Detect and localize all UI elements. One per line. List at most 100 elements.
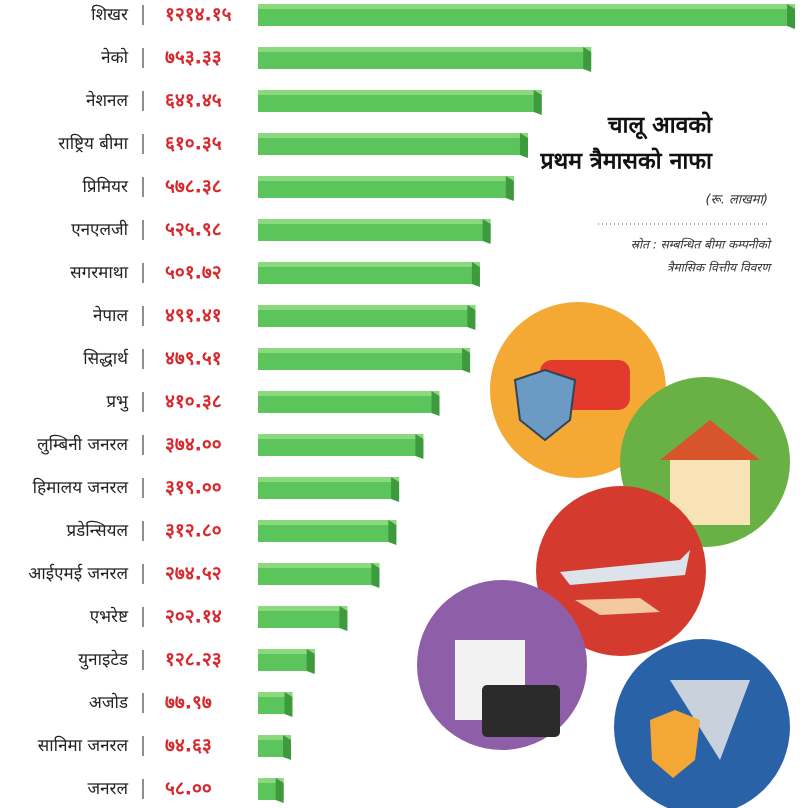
bar-top bbox=[258, 176, 514, 181]
tornado-icon bbox=[670, 680, 750, 760]
bar-end bbox=[482, 219, 491, 244]
subtitle: (रू. लाखमा) bbox=[706, 193, 768, 208]
value-label: ६४१.४५ bbox=[165, 90, 222, 112]
plane-icon bbox=[560, 550, 690, 585]
bar-top bbox=[258, 735, 292, 740]
bar-end bbox=[284, 692, 293, 717]
bar bbox=[258, 563, 380, 585]
bar bbox=[258, 348, 471, 370]
value-label: ७५३.३३ bbox=[165, 47, 222, 69]
bar bbox=[258, 649, 315, 671]
bar-end bbox=[388, 520, 397, 545]
bar bbox=[258, 4, 795, 26]
source-line: त्रैमासिक वित्तीय विवरण bbox=[667, 261, 772, 275]
bar-top bbox=[258, 649, 315, 654]
category-label: लुम्बिनी जनरल bbox=[37, 434, 128, 455]
bar-top bbox=[258, 391, 440, 396]
category-label: प्रडेन्सियल bbox=[66, 520, 128, 541]
category-label: हिमालय जनरल bbox=[33, 477, 129, 498]
category-label: एभरेष्ट bbox=[90, 606, 129, 627]
category-label: जनरल bbox=[87, 779, 128, 799]
bar bbox=[258, 434, 424, 456]
illustrations bbox=[417, 302, 790, 808]
value-label: १२८.२३ bbox=[165, 649, 222, 671]
bar bbox=[258, 735, 292, 757]
bar bbox=[258, 606, 348, 628]
value-label: ५७८.३८ bbox=[165, 176, 222, 198]
bar-end bbox=[467, 305, 476, 330]
bar bbox=[258, 477, 400, 499]
value-label: १२१४.१५ bbox=[165, 4, 232, 26]
category-label: अजोड bbox=[89, 692, 129, 713]
bar-top bbox=[258, 520, 397, 525]
category-label: युनाइटेड bbox=[78, 649, 129, 670]
bar-end bbox=[471, 262, 480, 287]
bar-top bbox=[258, 434, 424, 439]
category-label: राष्ट्रिय बीमा bbox=[58, 133, 128, 154]
value-label: ३१२.८० bbox=[165, 520, 222, 542]
value-label: ७७.९७ bbox=[165, 692, 212, 714]
bar bbox=[258, 692, 293, 714]
value-label: ४७९.५१ bbox=[165, 348, 222, 370]
bar-top bbox=[258, 219, 491, 224]
value-label: ५८.०० bbox=[165, 778, 212, 800]
bar-end bbox=[431, 391, 440, 416]
bars bbox=[258, 4, 795, 803]
category-label: सगरमाथा bbox=[70, 263, 128, 283]
category-label: सानिमा जनरल bbox=[38, 735, 129, 756]
bar bbox=[258, 90, 542, 112]
value-label: ३१९.०० bbox=[165, 477, 222, 499]
bar-top bbox=[258, 133, 528, 138]
title-line: प्रथम त्रैमासको नाफा bbox=[539, 147, 713, 175]
value-label: ५०१.७२ bbox=[165, 262, 222, 284]
bar-top bbox=[258, 305, 476, 310]
roof-icon bbox=[660, 420, 760, 460]
bar-end bbox=[339, 606, 348, 631]
value-label: ४१०.३८ bbox=[165, 391, 222, 413]
value-label: ६१०.३५ bbox=[165, 133, 222, 155]
value-label: ३७४.०० bbox=[165, 434, 222, 456]
shield-icon bbox=[650, 710, 700, 778]
bar bbox=[258, 47, 592, 69]
bar-end bbox=[533, 90, 542, 115]
category-label: शिखर bbox=[91, 4, 129, 25]
value-label: ४९१.४१ bbox=[165, 305, 222, 327]
bar-top bbox=[258, 90, 542, 95]
bar-top bbox=[258, 4, 795, 9]
hand-icon bbox=[575, 598, 660, 615]
bar-end bbox=[787, 4, 795, 29]
source-line: स्रोत : सम्बन्धित बीमा कम्पनीको bbox=[631, 238, 773, 252]
bar bbox=[258, 391, 440, 413]
bar-end bbox=[391, 477, 400, 502]
bar-end bbox=[505, 176, 514, 201]
title-line: चालू आवको bbox=[607, 111, 713, 140]
bar-end bbox=[283, 735, 292, 760]
category-label: नेपाल bbox=[93, 305, 128, 326]
bar bbox=[258, 520, 397, 542]
bar-end bbox=[371, 563, 380, 588]
category-label: आईएमई जनरल bbox=[28, 563, 128, 584]
category-label: प्रभु bbox=[106, 392, 129, 412]
bar bbox=[258, 305, 476, 327]
bar-end bbox=[275, 778, 284, 803]
bar-top bbox=[258, 563, 380, 568]
bar-top bbox=[258, 348, 471, 353]
bar-top bbox=[258, 606, 348, 611]
category-label: प्रिमियर bbox=[83, 176, 130, 197]
shield-icon bbox=[513, 368, 577, 442]
briefcase-icon bbox=[482, 685, 560, 737]
bar-end bbox=[462, 348, 471, 373]
category-label: एनएलजी bbox=[71, 219, 128, 240]
value-label: २७४.५२ bbox=[165, 563, 222, 585]
bar bbox=[258, 176, 514, 198]
value-label: ५२५.९८ bbox=[165, 219, 222, 241]
bar-end bbox=[583, 47, 592, 72]
bar-top bbox=[258, 47, 592, 52]
bar-end bbox=[519, 133, 528, 158]
category-label: नेशनल bbox=[86, 90, 128, 111]
bar bbox=[258, 262, 480, 284]
value-label: २०२.१४ bbox=[165, 606, 222, 628]
bar bbox=[258, 133, 528, 155]
bar-end bbox=[415, 434, 424, 459]
